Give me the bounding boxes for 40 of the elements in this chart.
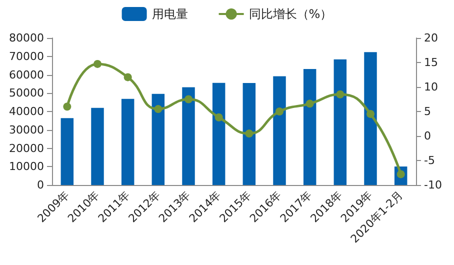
- y2-tick-label: 10: [424, 80, 438, 94]
- y2-tick-label: -10: [424, 178, 442, 192]
- point: [184, 95, 192, 104]
- point: [306, 100, 314, 108]
- bar: [242, 83, 256, 185]
- y2-tick-label: 15: [424, 56, 438, 69]
- point: [245, 130, 254, 138]
- point: [63, 102, 72, 111]
- bar: [212, 82, 226, 185]
- y-tick-label: 70000: [9, 50, 44, 63]
- legend-label: 同比增长（%）: [248, 7, 332, 21]
- bar: [60, 118, 74, 185]
- point: [366, 110, 374, 118]
- bar: [334, 59, 347, 185]
- y2-tick-label: -5: [424, 154, 435, 167]
- point: [276, 108, 284, 116]
- bar: [182, 87, 195, 185]
- bar: [91, 108, 104, 185]
- y-tick-label: 60000: [9, 68, 44, 82]
- y-tick-label: 10000: [9, 160, 44, 174]
- point: [124, 73, 132, 82]
- y-tick-label: 40000: [9, 105, 44, 118]
- y2-tick-label: 0: [424, 130, 431, 142]
- point: [154, 105, 162, 114]
- bar: [364, 52, 377, 185]
- bar: [273, 76, 286, 185]
- bar: [121, 98, 134, 185]
- y-tick-label: 30000: [9, 123, 44, 136]
- legend-label: 用电量: [152, 7, 188, 21]
- y-tick-label: 80000: [9, 32, 44, 44]
- y-tick-label: 50000: [9, 86, 44, 100]
- bar: [152, 94, 165, 185]
- y-tick-label: 20000: [9, 142, 44, 155]
- bar: [303, 69, 316, 185]
- point: [214, 113, 223, 122]
- y-tick-label: 0: [37, 178, 44, 192]
- y2-tick-label: 20: [424, 32, 438, 44]
- point: [336, 90, 344, 98]
- point: [94, 60, 102, 68]
- y2-tick-label: 5: [424, 105, 431, 118]
